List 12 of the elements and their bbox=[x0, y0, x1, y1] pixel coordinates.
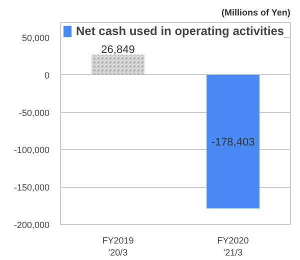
y-tick-label: 0 bbox=[44, 70, 50, 80]
y-tick-label: -200,000 bbox=[14, 220, 50, 230]
x-tick-label: FY2020 '21/3 bbox=[217, 236, 249, 258]
data-label: -178,403 bbox=[211, 136, 255, 149]
data-label: 26,849 bbox=[101, 44, 135, 56]
legend-label: Net cash used in operating activities bbox=[76, 24, 284, 38]
y-tick-label: -50,000 bbox=[18, 108, 50, 118]
y-tick-label: 50,000 bbox=[22, 32, 50, 43]
y-tick-label: -150,000 bbox=[14, 182, 50, 193]
text: (Millions of Yen) bbox=[222, 8, 290, 18]
y-tick-label: -100,000 bbox=[14, 145, 50, 156]
x-tick-label: FY2019 '20/3 bbox=[102, 236, 134, 258]
